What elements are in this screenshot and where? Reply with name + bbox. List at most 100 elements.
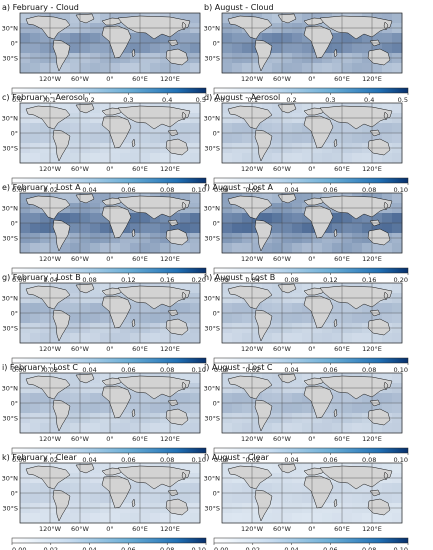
continent-shape: [117, 375, 191, 400]
ocean-cell: [80, 503, 91, 514]
ocean-cell: [160, 323, 171, 334]
ocean-cell: [70, 423, 81, 434]
lat-tick-label: 0°: [213, 490, 220, 498]
colorbar-tick-label: 0.10: [394, 546, 408, 550]
ocean-cell: [120, 293, 131, 304]
lon-tick-label: 0°: [106, 75, 113, 83]
lon-tick-label: 120°W: [241, 255, 264, 263]
lat-tick-label: 30°N: [2, 295, 19, 303]
ocean-cell: [332, 153, 343, 164]
land-mask: [25, 373, 191, 432]
ocean-cell: [70, 153, 81, 164]
ocean-cell: [150, 333, 161, 344]
ocean-cell: [190, 493, 201, 504]
colorbar-tick-label: 0.20: [192, 276, 206, 284]
colorbar-tick-label: 0.06: [323, 456, 337, 464]
ocean-cell: [312, 333, 323, 344]
ocean-cell: [40, 243, 51, 254]
ocean-cell: [30, 333, 41, 344]
panel-title: k) February - Clear: [2, 453, 77, 462]
ocean-cell: [80, 393, 91, 404]
ocean-cell: [60, 333, 71, 344]
ocean-cell: [332, 303, 343, 314]
ocean-cell: [130, 303, 141, 314]
ocean-cell: [302, 503, 313, 514]
ocean-cell: [262, 393, 273, 404]
ocean-cell: [90, 23, 101, 34]
ocean-cell: [90, 383, 101, 394]
ocean-cell: [20, 383, 31, 394]
ocean-cell: [342, 393, 353, 404]
continent-shape: [254, 129, 273, 162]
ocean-cell: [392, 243, 403, 254]
colorbar-gradient: [11, 87, 207, 94]
ocean-cell: [190, 303, 201, 314]
ocean-cell: [180, 513, 191, 524]
colorbar-tick-label: 0.02: [44, 366, 58, 374]
ocean-cell: [190, 153, 201, 164]
ocean-cell: [252, 303, 263, 314]
ocean-cell: [150, 423, 161, 434]
ocean-cell: [50, 153, 61, 164]
ocean-cell: [372, 213, 383, 224]
continent-shape: [25, 285, 71, 310]
lon-tick-label: 60°E: [132, 165, 148, 173]
lon-tick-label: 0°: [106, 345, 113, 353]
colorbar-tick-label: 0.06: [323, 186, 337, 194]
ocean-cell: [232, 313, 243, 324]
ocean-cell: [332, 403, 343, 414]
ocean-cell: [262, 373, 273, 384]
ocean-cell: [222, 393, 233, 404]
ocean-cell: [302, 393, 313, 404]
lat-tick-label: 30°S: [2, 55, 18, 63]
continent-shape: [75, 373, 95, 384]
ocean-cell: [90, 393, 101, 404]
ocean-cell: [70, 463, 81, 474]
ocean-cell: [50, 333, 61, 344]
ocean-cell: [302, 283, 313, 294]
ocean-cell: [20, 243, 31, 254]
continent-shape: [367, 498, 391, 516]
ocean-cell: [100, 223, 111, 234]
ocean-cell: [392, 113, 403, 124]
ocean-cell: [392, 63, 403, 74]
ocean-cell: [322, 113, 333, 124]
ocean-cell: [362, 43, 373, 54]
ocean-cell: [342, 153, 353, 164]
ocean-cell: [130, 213, 141, 224]
continent-shape: [227, 195, 273, 220]
ocean-cell: [222, 313, 233, 324]
ocean-cell: [322, 153, 333, 164]
ocean-cell: [342, 483, 353, 494]
continent-shape: [101, 205, 132, 239]
lon-tick-label: 120°E: [362, 435, 382, 443]
lat-tick-label: 30°N: [2, 25, 19, 33]
colorbar-tick-label: 0.00: [12, 456, 26, 464]
ocean-cell: [302, 193, 313, 204]
continent-shape: [303, 467, 327, 476]
ocean-cell: [242, 123, 253, 134]
ocean-cell: [302, 213, 313, 224]
colorbar-tick-label: 0.4: [162, 96, 172, 104]
ocean-cell: [272, 473, 283, 484]
colorbar-tick-label: 0.04: [44, 276, 58, 284]
ocean-cell: [20, 373, 31, 384]
ocean-cell: [140, 243, 151, 254]
ocean-cell: [20, 153, 31, 164]
ocean-cell: [90, 513, 101, 524]
lon-tick-label: 120°E: [362, 165, 382, 173]
ocean-cell: [160, 123, 171, 134]
continent-shape: [277, 283, 297, 294]
ocean-cell: [262, 153, 273, 164]
ocean-cell: [262, 283, 273, 294]
ocean-cell: [20, 333, 31, 344]
lon-tick-label: 60°W: [71, 345, 90, 353]
colorbar-gradient: [11, 537, 207, 544]
ocean-cell: [170, 423, 181, 434]
ocean-cell: [190, 223, 201, 234]
ocean-cell: [180, 463, 191, 474]
colorbar-tick-label: 0.00: [214, 456, 228, 464]
panel-title: c) February - Aerosol: [2, 93, 85, 102]
colorbar-tick-label: 0.00: [12, 546, 26, 550]
ocean-cell: [40, 43, 51, 54]
